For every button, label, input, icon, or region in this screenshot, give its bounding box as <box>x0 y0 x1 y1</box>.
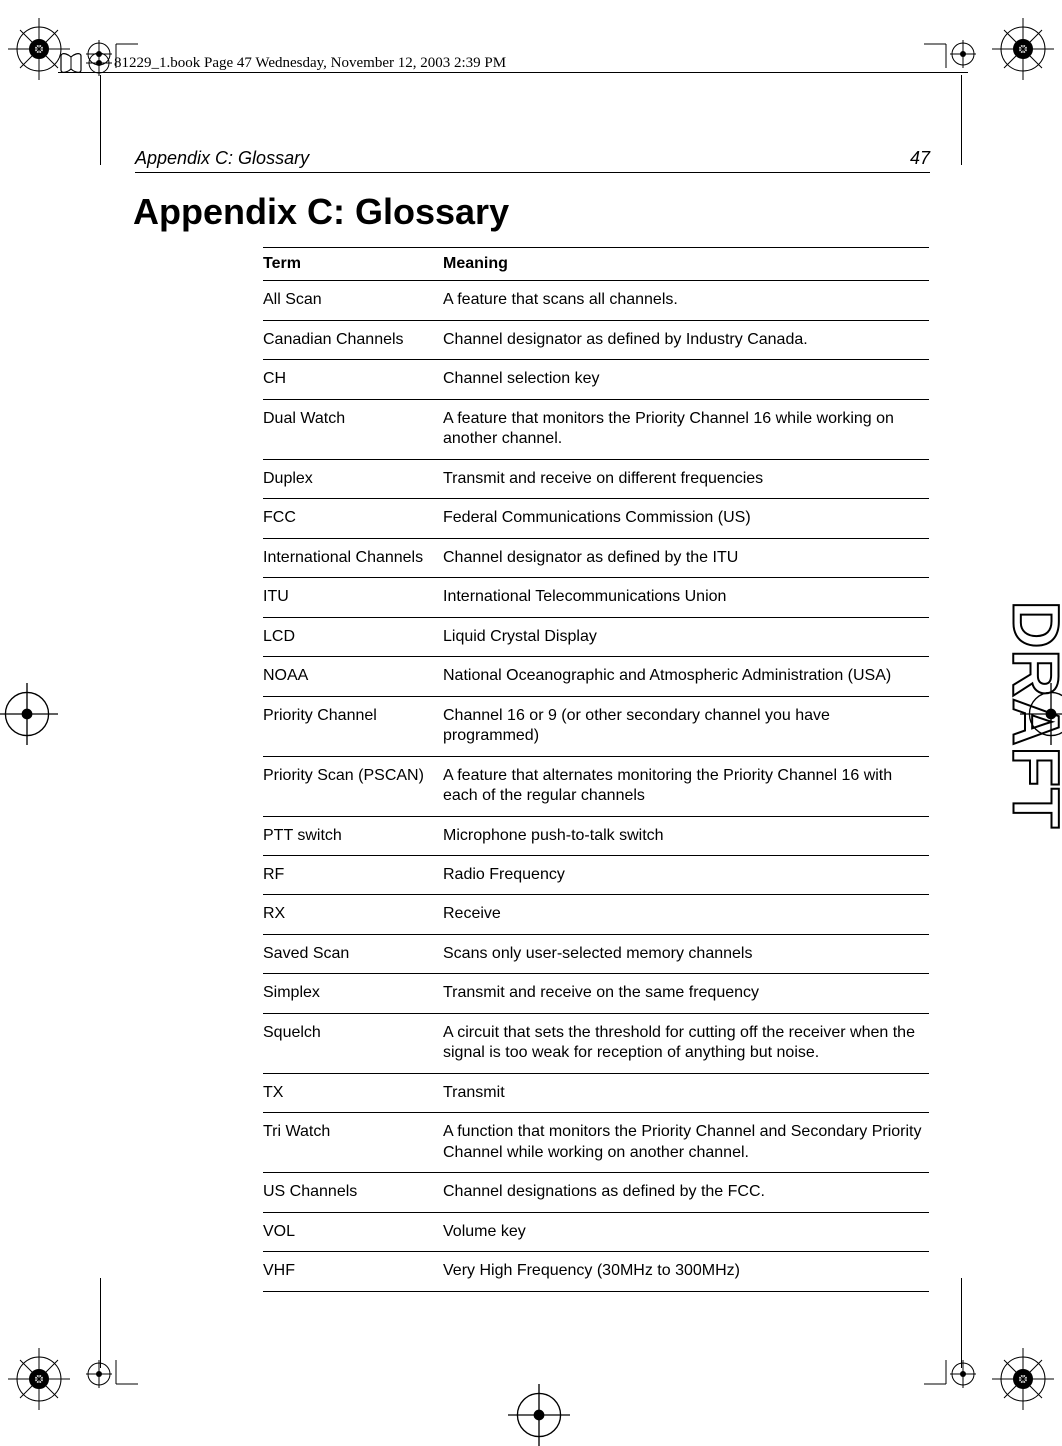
registration-mark-icon <box>992 18 1054 80</box>
meaning-cell: Scans only user-selected memory channels <box>443 934 929 973</box>
table-row: NOAANational Oceanographic and Atmospher… <box>263 657 929 696</box>
term-cell: Saved Scan <box>263 934 443 973</box>
table-row: International ChannelsChannel designator… <box>263 538 929 577</box>
term-cell: PTT switch <box>263 816 443 855</box>
table-row: RF Radio Frequency <box>263 855 929 894</box>
trim-line <box>961 1278 962 1368</box>
table-row: VOLVolume key <box>263 1212 929 1251</box>
meaning-cell: Channel 16 or 9 (or other secondary chan… <box>443 696 929 756</box>
meaning-cell: Microphone push-to-talk switch <box>443 816 929 855</box>
term-cell: CH <box>263 360 443 399</box>
meaning-cell: A function that monitors the Priority Ch… <box>443 1113 929 1173</box>
table-row: SimplexTransmit and receive on the same … <box>263 974 929 1013</box>
meaning-cell: A feature that scans all channels. <box>443 281 929 320</box>
term-cell: NOAA <box>263 657 443 696</box>
meaning-cell: Very High Frequency (30MHz to 300MHz) <box>443 1252 929 1291</box>
meaning-cell: National Oceanographic and Atmospheric A… <box>443 657 929 696</box>
term-cell: LCD <box>263 617 443 656</box>
table-row: RXReceive <box>263 895 929 934</box>
crop-mark-icon <box>924 40 976 68</box>
meaning-cell: Channel selection key <box>443 360 929 399</box>
table-row: FCCFederal Communications Commission (US… <box>263 499 929 538</box>
running-head-left: Appendix C: Glossary <box>135 148 309 169</box>
term-cell: TX <box>263 1073 443 1112</box>
table-row: DuplexTransmit and receive on different … <box>263 459 929 498</box>
table-row: US ChannelsChannel designations as defin… <box>263 1173 929 1212</box>
running-head: Appendix C: Glossary 47 <box>135 148 930 173</box>
term-cell: Canadian Channels <box>263 320 443 359</box>
table-row: SquelchA circuit that sets the threshold… <box>263 1013 929 1073</box>
term-cell: Priority Channel <box>263 696 443 756</box>
col-meaning: Meaning <box>443 248 929 281</box>
registration-mark-icon <box>992 1348 1054 1410</box>
draft-watermark: DRAFT <box>1000 555 1062 875</box>
meaning-cell: Transmit and receive on the same frequen… <box>443 974 929 1013</box>
term-cell: Priority Scan (PSCAN) <box>263 756 443 816</box>
meaning-cell: Liquid Crystal Display <box>443 617 929 656</box>
term-cell: Squelch <box>263 1013 443 1073</box>
table-row: LCDLiquid Crystal Display <box>263 617 929 656</box>
table-row: PTT switchMicrophone push-to-talk switch <box>263 816 929 855</box>
registration-mark-icon <box>8 1348 70 1410</box>
term-cell: All Scan <box>263 281 443 320</box>
table-header-row: Term Meaning <box>263 248 929 281</box>
header-text: 81229_1.book Page 47 Wednesday, November… <box>114 55 506 72</box>
table-row: Saved ScanScans only user-selected memor… <box>263 934 929 973</box>
meaning-cell: Channel designator as defined by Industr… <box>443 320 929 359</box>
svg-text:DRAFT: DRAFT <box>1000 601 1062 830</box>
meaning-cell: A feature that alternates monitoring the… <box>443 756 929 816</box>
trim-line <box>100 1278 101 1368</box>
table-row: Canadian ChannelsChannel designator as d… <box>263 320 929 359</box>
meaning-cell: A feature that monitors the Priority Cha… <box>443 399 929 459</box>
meaning-cell: Volume key <box>443 1212 929 1251</box>
term-cell: International Channels <box>263 538 443 577</box>
trim-line <box>961 75 962 165</box>
term-cell: Dual Watch <box>263 399 443 459</box>
crop-mark-icon <box>924 1360 976 1388</box>
term-cell: RF <box>263 855 443 894</box>
term-cell: VOL <box>263 1212 443 1251</box>
registration-mark-icon <box>0 683 42 729</box>
registration-mark-icon <box>508 1384 554 1430</box>
table-row: ITU International Telecommunications Uni… <box>263 578 929 617</box>
table-row: TXTransmit <box>263 1073 929 1112</box>
table-row: Priority Scan (PSCAN)A feature that alte… <box>263 756 929 816</box>
term-cell: US Channels <box>263 1173 443 1212</box>
meaning-cell: Transmit <box>443 1073 929 1112</box>
table-row: All ScanA feature that scans all channel… <box>263 281 929 320</box>
table-row: Priority ChannelChannel 16 or 9 (or othe… <box>263 696 929 756</box>
term-cell: ITU <box>263 578 443 617</box>
term-cell: Simplex <box>263 974 443 1013</box>
term-cell: Tri Watch <box>263 1113 443 1173</box>
meaning-cell: Receive <box>443 895 929 934</box>
header-rule <box>58 72 968 73</box>
col-term: Term <box>263 248 443 281</box>
term-cell: VHF <box>263 1252 443 1291</box>
meaning-cell: Channel designations as defined by the F… <box>443 1173 929 1212</box>
meaning-cell: Federal Communications Commission (US) <box>443 499 929 538</box>
trim-line <box>100 75 101 165</box>
meaning-cell: Channel designator as defined by the ITU <box>443 538 929 577</box>
table-row: CHChannel selection key <box>263 360 929 399</box>
page-number: 47 <box>910 148 930 169</box>
meaning-cell: A circuit that sets the threshold for cu… <box>443 1013 929 1073</box>
table-row: Dual WatchA feature that monitors the Pr… <box>263 399 929 459</box>
chapter-title: Appendix C: Glossary <box>133 191 930 233</box>
meaning-cell: International Telecommunications Union <box>443 578 929 617</box>
meaning-cell: Transmit and receive on different freque… <box>443 459 929 498</box>
glossary-table: Term Meaning All ScanA feature that scan… <box>263 247 929 1292</box>
term-cell: RX <box>263 895 443 934</box>
term-cell: FCC <box>263 499 443 538</box>
meaning-cell: Radio Frequency <box>443 855 929 894</box>
table-row: Tri WatchA function that monitors the Pr… <box>263 1113 929 1173</box>
term-cell: Duplex <box>263 459 443 498</box>
crop-mark-icon <box>86 1360 138 1388</box>
table-row: VHFVery High Frequency (30MHz to 300MHz) <box>263 1252 929 1291</box>
